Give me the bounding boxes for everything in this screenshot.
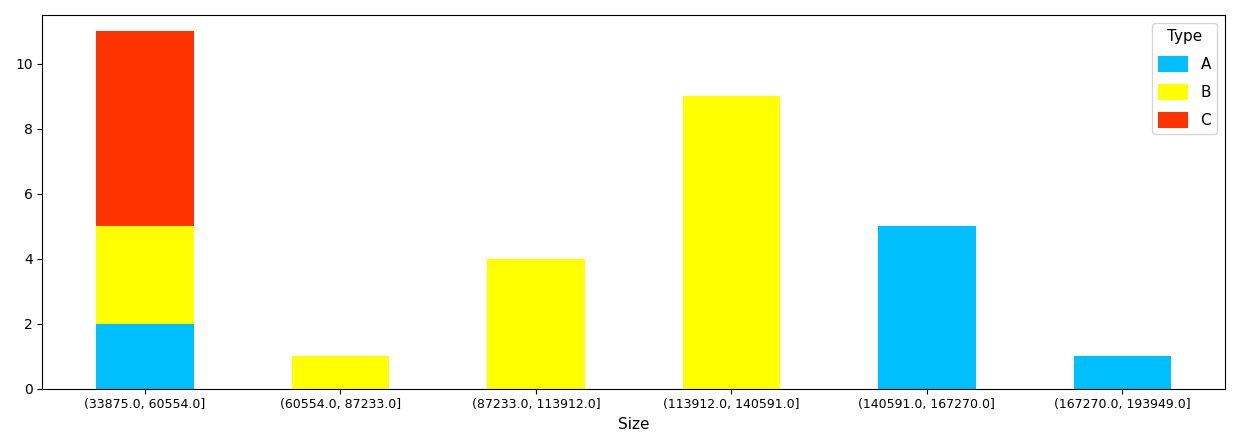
Bar: [291, 356, 389, 389]
Bar: [97, 226, 193, 324]
Bar: [682, 96, 780, 389]
Bar: [97, 324, 193, 389]
Bar: [97, 31, 193, 226]
X-axis label: Size: Size: [618, 417, 650, 432]
Bar: [487, 259, 585, 389]
Legend: A, B, C: A, B, C: [1152, 23, 1218, 135]
Bar: [1074, 356, 1172, 389]
Bar: [878, 226, 976, 389]
